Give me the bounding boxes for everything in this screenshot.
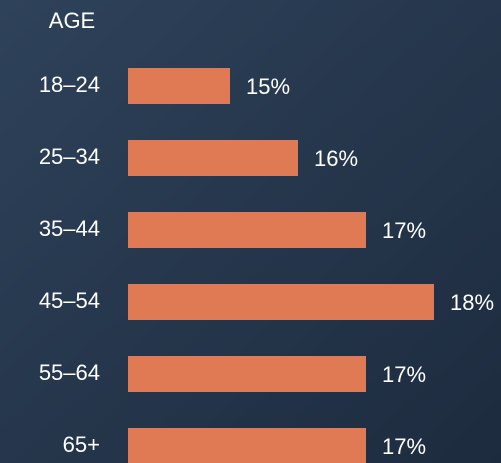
- category-label: 18–24: [39, 72, 100, 97]
- bar: [128, 140, 298, 176]
- category-label: 45–54: [39, 288, 100, 313]
- bar: [128, 68, 230, 104]
- category-label: 55–64: [39, 360, 100, 385]
- value-label: 17%: [382, 362, 426, 387]
- bar: [128, 284, 434, 320]
- category-label: 25–34: [39, 144, 100, 169]
- bar: [128, 428, 366, 463]
- value-label: 17%: [382, 434, 426, 459]
- category-label: 65+: [63, 432, 100, 457]
- chart-title: AGE: [49, 8, 95, 33]
- category-label: 35–44: [39, 216, 100, 241]
- bar: [128, 356, 366, 392]
- value-label: 16%: [314, 146, 358, 171]
- value-label: 15%: [246, 74, 290, 99]
- value-label: 17%: [382, 218, 426, 243]
- bar: [128, 212, 366, 248]
- value-label: 18%: [450, 290, 494, 315]
